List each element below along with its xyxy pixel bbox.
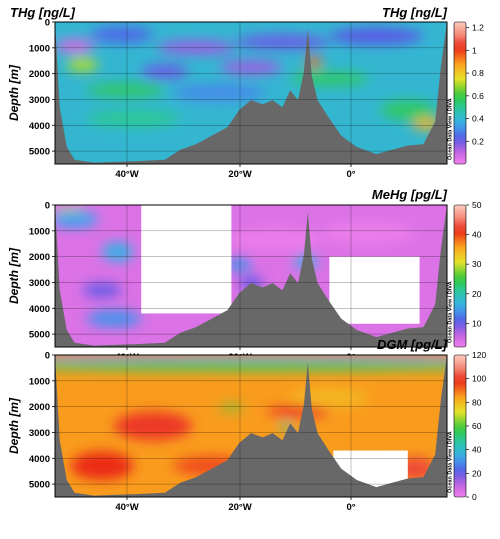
colorbar-tick-label: 1.2 bbox=[472, 23, 484, 33]
y-tick-label: 3000 bbox=[29, 95, 50, 106]
colorbar-tick-label: 100 bbox=[472, 374, 486, 384]
x-tick-label: 0° bbox=[346, 502, 355, 513]
y-axis-label: Depth [m] bbox=[7, 64, 21, 121]
y-tick-label: 4000 bbox=[29, 304, 50, 315]
field-blob bbox=[141, 64, 189, 79]
panel-title: MeHg [pg/L] bbox=[372, 187, 448, 202]
colorbar-tick-label: 0.6 bbox=[472, 91, 484, 101]
field-blob bbox=[86, 83, 165, 98]
field-blob bbox=[82, 283, 122, 298]
seafloor bbox=[55, 22, 447, 164]
panel-1: 0 1000 2000 3000 4000 5000 40°W 20°W 0° Depth [m]… bbox=[7, 5, 484, 180]
y-tick-label: 5000 bbox=[29, 330, 50, 341]
colorbar-tick-label: 0.8 bbox=[472, 68, 484, 78]
colorbar-tick-label: 20 bbox=[472, 468, 482, 478]
colorbar bbox=[453, 21, 467, 165]
data-field bbox=[55, 355, 447, 497]
field-blob bbox=[55, 210, 99, 228]
no-data-region bbox=[141, 205, 232, 314]
colorbar-title: THg [ng/L] bbox=[382, 5, 448, 20]
y-tick-label: 0 bbox=[45, 351, 50, 362]
x-tick-label: 40°W bbox=[115, 502, 138, 513]
colorbar-tick-label: 80 bbox=[472, 397, 482, 407]
colorbar-tick-label: 60 bbox=[472, 421, 482, 431]
plot-frame bbox=[54, 354, 448, 498]
x-tick-label: 20°W bbox=[228, 502, 251, 513]
y-tick-label: 5000 bbox=[29, 480, 50, 491]
field-blob bbox=[227, 257, 252, 272]
odv-credit: Ocean Data View / DIVA bbox=[448, 98, 454, 160]
field-blob bbox=[86, 110, 181, 128]
field-blob bbox=[90, 26, 153, 44]
colorbar bbox=[453, 204, 467, 348]
colorbar-tick-label: 0.2 bbox=[472, 136, 484, 146]
y-axis-label: Depth [m] bbox=[7, 397, 21, 454]
field-blob bbox=[102, 241, 134, 262]
field-blob bbox=[66, 57, 99, 72]
y-tick-label: 1000 bbox=[29, 376, 50, 387]
colorbar-tick-label: 20 bbox=[472, 289, 482, 299]
field-blob bbox=[156, 40, 236, 55]
x-tick-label: 0° bbox=[346, 169, 355, 180]
y-tick-label: 4000 bbox=[29, 454, 50, 465]
field-blob bbox=[266, 406, 330, 418]
colorbar-tick-label: 40 bbox=[472, 445, 482, 455]
y-axis-label: Depth [m] bbox=[7, 247, 21, 304]
field-blob bbox=[86, 310, 142, 328]
field-blob bbox=[235, 34, 330, 49]
x-tick-label: 20°W bbox=[228, 169, 251, 180]
colorbar-tick-label: 30 bbox=[472, 259, 482, 269]
colorbar-tick-label: 0.4 bbox=[472, 114, 484, 124]
y-tick-label: 2000 bbox=[29, 69, 50, 80]
field-blob bbox=[70, 451, 134, 480]
field-blob bbox=[227, 227, 322, 251]
panel-title: THg [ng/L] bbox=[10, 5, 76, 20]
seafloor bbox=[55, 355, 447, 497]
field-blob bbox=[172, 84, 267, 102]
y-tick-label: 1000 bbox=[29, 43, 50, 54]
y-tick-label: 2000 bbox=[29, 402, 50, 413]
plot-frame bbox=[54, 204, 448, 348]
y-tick-label: 0 bbox=[45, 18, 50, 29]
field-blob bbox=[219, 60, 283, 75]
field-blob bbox=[55, 359, 447, 371]
y-tick-label: 5000 bbox=[29, 147, 50, 158]
colorbar-tick-label: 10 bbox=[472, 318, 482, 328]
field-blob bbox=[380, 100, 436, 120]
x-tick-label: 40°W bbox=[115, 169, 138, 180]
field-blob bbox=[290, 389, 369, 407]
panel-title: DGM [pg/L] bbox=[377, 337, 448, 352]
colorbar-tick-label: 40 bbox=[472, 230, 482, 240]
data-field bbox=[55, 205, 447, 347]
y-tick-label: 3000 bbox=[29, 428, 50, 439]
colorbar-tick-label: 0 bbox=[472, 492, 477, 502]
colorbar-tick-label: 1 bbox=[472, 45, 477, 55]
field-blob bbox=[55, 39, 95, 54]
no-data-region bbox=[329, 256, 420, 324]
y-tick-label: 1000 bbox=[29, 226, 50, 237]
field-blob bbox=[113, 411, 193, 441]
y-tick-label: 2000 bbox=[29, 252, 50, 263]
seafloor bbox=[55, 205, 447, 347]
field-blob bbox=[329, 27, 424, 45]
y-tick-label: 3000 bbox=[29, 278, 50, 289]
field-blob bbox=[219, 404, 244, 411]
y-tick-label: 0 bbox=[45, 201, 50, 212]
colorbar bbox=[453, 354, 467, 498]
odv-credit: Ocean Data View / DIVA bbox=[448, 431, 454, 493]
plot-frame bbox=[54, 21, 448, 165]
colorbar-tick-label: 50 bbox=[472, 200, 482, 210]
data-field bbox=[55, 22, 447, 164]
odv-credit: Ocean Data View / DIVA bbox=[448, 281, 454, 343]
y-tick-label: 4000 bbox=[29, 121, 50, 132]
field-blob bbox=[321, 222, 416, 245]
colorbar-tick-label: 120 bbox=[472, 350, 486, 360]
